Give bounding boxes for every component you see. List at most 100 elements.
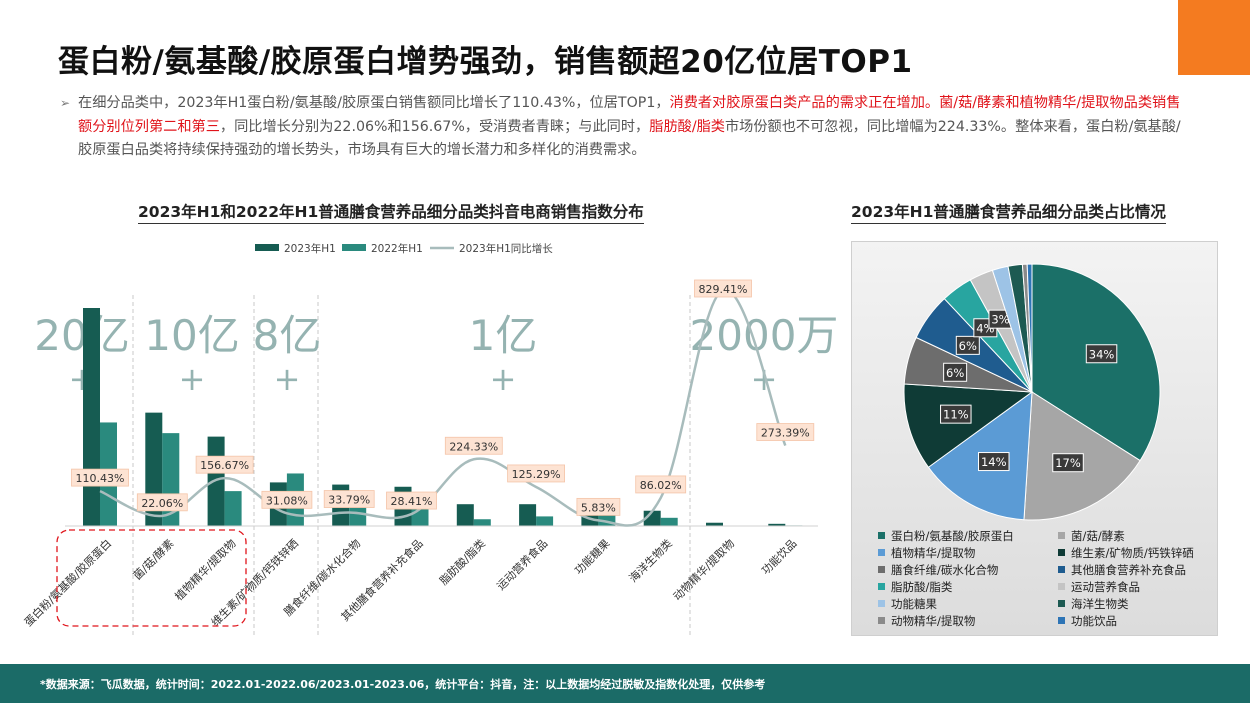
bar-2023h1	[768, 523, 786, 526]
growth-label-box	[756, 423, 815, 441]
tier-annotation: 2000万	[690, 311, 839, 360]
growth-label-box	[386, 491, 437, 510]
growth-label-box	[635, 475, 687, 494]
legend-swatch	[255, 244, 279, 251]
pie-legend-label: 功能糖果	[891, 597, 937, 611]
pie-legend-label: 植物精华/提取物	[891, 546, 976, 560]
pie-legend-swatch	[878, 583, 885, 590]
category-tick-label: 菌/菇/酵素	[130, 536, 176, 582]
growth-label-box	[261, 490, 313, 509]
growth-label-box	[507, 464, 566, 483]
pie-legend-label: 其他膳食营养补充食品	[1071, 563, 1186, 577]
pie-legend-item: 植物精华/提取物	[878, 545, 975, 561]
growth-label-box	[444, 436, 503, 455]
orange-corner-block	[1178, 0, 1250, 75]
pie-data-label-text: 14%	[981, 455, 1007, 469]
pie-legend-item: 膳食纤维/碳水化合物	[878, 562, 998, 578]
bar-2023h1	[456, 504, 474, 526]
growth-label: 224.33%	[444, 436, 503, 455]
growth-label: 829.41%	[694, 279, 752, 298]
growth-label-text: 31.08%	[266, 494, 308, 507]
growth-label-box	[71, 468, 129, 487]
pie-legend-swatch	[1058, 549, 1065, 556]
bar-2022h1	[536, 516, 554, 526]
pie-legend-label: 维生素/矿物质/钙铁锌硒	[1071, 546, 1194, 560]
pie-data-label-box	[1085, 344, 1118, 364]
pie-data-label-text: 6%	[959, 339, 977, 353]
summary-text-1: 在细分品类中，2023年H1蛋白粉/氨基酸/胶原蛋白销售额同比增长了110.43…	[78, 95, 670, 111]
tier-annotation-plus: +	[490, 360, 517, 398]
growth-label: 125.29%	[507, 464, 566, 483]
category-tick-label: 海洋生物类	[626, 536, 675, 585]
category-tick-label: 功能饮品	[758, 536, 799, 577]
pie-data-label-text: 17%	[1055, 456, 1081, 470]
pie-data-label-box	[1052, 453, 1084, 473]
legend-label: 2022年H1	[371, 242, 423, 255]
pie-data-label-text: 11%	[943, 408, 969, 422]
pie-legend-item: 海洋生物类	[1058, 596, 1129, 612]
growth-label-text: 273.39%	[761, 427, 810, 440]
growth-label-box	[195, 455, 254, 474]
pie-legend-item: 维生素/矿物质/钙铁锌硒	[1058, 545, 1194, 561]
bar-2023h1	[706, 522, 723, 526]
pie-legend-swatch	[878, 617, 885, 624]
growth-label-box	[136, 493, 188, 512]
pie-data-label: 34%	[1085, 344, 1118, 364]
pie-data-label-text: 6%	[946, 366, 964, 380]
pie-legend-swatch	[878, 600, 885, 607]
growth-label: 110.43%	[71, 468, 129, 487]
pie-slice	[1026, 263, 1033, 393]
pie-legend-swatch	[878, 532, 885, 539]
pie-legend-item: 功能饮品	[1058, 613, 1117, 629]
legend-label: 2023年H1同比增长	[459, 242, 553, 255]
pie-data-label: 3%	[988, 309, 1013, 329]
legend-label: 2023年H1	[284, 242, 336, 255]
pie-legend-item: 其他膳食营养补充食品	[1058, 562, 1186, 578]
growth-label: 31.08%	[261, 490, 313, 509]
pie-legend-swatch	[1058, 617, 1065, 624]
pie-data-label: 6%	[943, 362, 968, 382]
category-tick-label: 运动营养食品	[494, 536, 551, 593]
summary-paragraph: 在细分品类中，2023年H1蛋白粉/氨基酸/胶原蛋白销售额同比增长了110.43…	[78, 92, 1186, 163]
growth-label-text: 829.41%	[699, 283, 748, 296]
growth-label-text: 110.43%	[76, 472, 125, 485]
bar-legend: 2023年H1 2022年H1 2023年H1同比增长	[255, 242, 553, 255]
growth-label-text: 156.67%	[200, 459, 249, 472]
pie-data-label: 17%	[1052, 453, 1084, 473]
tier-annotation-plus: +	[274, 360, 301, 398]
pie-data-label-box	[978, 452, 1010, 472]
pie-legend-label: 海洋生物类	[1071, 597, 1129, 611]
growth-label-text: 33.79%	[328, 494, 370, 507]
growth-label: 33.79%	[323, 490, 375, 508]
pie-chart-title: 2023年H1普通膳食营养品细分品类占比情况	[851, 200, 1166, 224]
growth-label-box	[576, 497, 621, 516]
pie-data-label: 14%	[978, 452, 1010, 472]
pie-legend-swatch	[878, 549, 885, 556]
pie-legend-swatch	[1058, 532, 1065, 539]
growth-label-text: 22.06%	[141, 497, 183, 510]
pie-legend-swatch	[1058, 566, 1065, 573]
growth-label-text: 224.33%	[449, 440, 498, 453]
pie-data-label-box	[955, 335, 980, 355]
pie-legend-label: 运动营养食品	[1071, 580, 1140, 594]
pie-chart-panel: 34% 17% 14% 11% 6% 6% 4% 3% 蛋白粉/氨基酸/胶原蛋白 菌/菇/酵素植…	[851, 241, 1218, 636]
pie-legend-label: 动物精华/提取物	[891, 614, 976, 628]
pie-legend-label: 膳食纤维/碳水化合物	[891, 563, 999, 577]
tier-annotation: 20亿	[34, 311, 129, 360]
pie-legend-label: 功能饮品	[1071, 614, 1117, 628]
summary-text-3: 市场份额也不可忽视，同比增幅为224.33%。整体来看，蛋白粉/氨基酸/胶原蛋白…	[78, 118, 1181, 159]
growth-label: 5.83%	[576, 497, 621, 516]
summary-text-2: ，同比增长分别为22.06%和156.67%，受消费者青睐；与此同时，	[219, 118, 650, 135]
growth-label: 28.41%	[386, 491, 437, 510]
bar-2023h1	[519, 504, 537, 526]
pie-data-label-box	[940, 404, 972, 424]
legend-swatch	[342, 244, 366, 251]
pie-data-label: 6%	[955, 335, 980, 355]
page-title: 蛋白粉/氨基酸/胶原蛋白增势强劲，销售额超20亿位居TOP1	[58, 44, 913, 80]
growth-label-box	[323, 490, 375, 508]
growth-label-box	[694, 279, 752, 298]
bar-chart-title: 2023年H1和2022年H1普通膳食营养品细分品类抖音电商销售指数分布	[138, 200, 644, 224]
pie-slice	[903, 383, 1034, 468]
tier-annotation: 8亿	[253, 311, 322, 360]
category-tick-label: 蛋白粉/氨基酸/胶原蛋白	[21, 536, 114, 629]
